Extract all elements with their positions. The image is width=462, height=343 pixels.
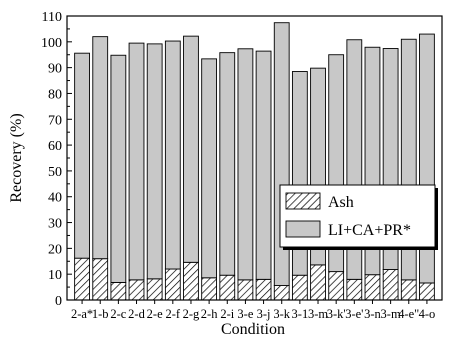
bar-ash-1 bbox=[92, 258, 109, 301]
y-tick-label: 50 bbox=[48, 165, 62, 180]
x-tick-label: 3-n bbox=[364, 307, 381, 321]
x-tick-label: 2-h bbox=[201, 307, 218, 321]
y-tick-label: 100 bbox=[41, 36, 62, 51]
bar-li-ca-pr-8 bbox=[219, 52, 236, 276]
bar-li-ca-pr-3 bbox=[128, 42, 145, 281]
bar-ash-10 bbox=[255, 278, 272, 301]
bar-li-ca-pr-10 bbox=[255, 50, 272, 280]
y-tick-label: 40 bbox=[48, 191, 62, 206]
bar-li-ca-pr-6 bbox=[183, 35, 199, 263]
bar-ash-14 bbox=[328, 271, 345, 301]
x-tick-label: 3-e bbox=[237, 307, 253, 321]
bar-li-ca-pr-4 bbox=[146, 43, 163, 280]
bar-ash-5 bbox=[164, 268, 181, 301]
bar-ash-18 bbox=[400, 279, 417, 301]
y-tick-label: 30 bbox=[48, 217, 62, 232]
x-tick-label: 2-c bbox=[110, 307, 126, 321]
bar-li-ca-pr-7 bbox=[201, 58, 218, 279]
y-tick-label: 90 bbox=[48, 62, 62, 77]
legend-swatch-li-ca-pr bbox=[285, 220, 321, 238]
bar-ash-4 bbox=[146, 278, 163, 301]
y-tick-label: 0 bbox=[55, 294, 62, 309]
x-axis-label: Condition bbox=[221, 321, 285, 338]
bar-ash-7 bbox=[201, 277, 218, 301]
bar-li-ca-pr-0 bbox=[74, 52, 90, 259]
x-tick-label: 3-k bbox=[273, 307, 290, 321]
bar-li-ca-pr-5 bbox=[164, 40, 181, 270]
bar-li-ca-pr-1 bbox=[92, 36, 109, 260]
bar-ash-17 bbox=[382, 269, 399, 301]
y-tick-label: 10 bbox=[48, 268, 62, 283]
x-tick-label: 3-m bbox=[381, 307, 401, 321]
bar-ash-11 bbox=[273, 285, 290, 301]
y-tick-label: 60 bbox=[48, 139, 62, 154]
bar-ash-3 bbox=[128, 279, 145, 301]
bar-ash-15 bbox=[346, 278, 363, 301]
legend: Ash LI+CA+PR* bbox=[279, 184, 438, 250]
x-tick-label: 3-1 bbox=[292, 307, 309, 321]
bars-layer bbox=[74, 22, 435, 301]
x-tick-label: 2-e bbox=[147, 307, 163, 321]
x-tick-label: 4-o bbox=[419, 307, 436, 321]
bar-ash-6 bbox=[183, 261, 199, 301]
bar-ash-16 bbox=[364, 274, 381, 301]
x-tick-label: 2-d bbox=[128, 307, 145, 321]
x-tick-label: 2-f bbox=[166, 307, 181, 321]
legend-label: LI+CA+PR* bbox=[328, 222, 411, 239]
x-tick-label: 1-b bbox=[92, 307, 109, 321]
x-tick-label: 2-a* bbox=[71, 307, 93, 321]
bar-ash-19 bbox=[419, 282, 435, 301]
bar-li-ca-pr-9 bbox=[237, 48, 254, 281]
bar-ash-2 bbox=[110, 281, 127, 301]
bar-ash-0 bbox=[74, 257, 90, 301]
axes-layer: 2-a*1-b 2-c 2-d 2-e 2-f 2-g 2-h 2-i 3-e 3-j 3-k 3-1… bbox=[41, 10, 435, 321]
x-tick-label: 4-e" bbox=[398, 307, 419, 321]
x-tick-label: 3-k' bbox=[327, 307, 346, 321]
y-tick-label: 70 bbox=[48, 113, 62, 128]
x-tick-label: 3-e' bbox=[345, 307, 363, 321]
legend-swatch-ash bbox=[285, 192, 321, 210]
bar-ash-8 bbox=[219, 274, 236, 301]
x-tick-label: 3-j bbox=[257, 307, 271, 321]
x-tick-label: 2-i bbox=[220, 307, 234, 321]
legend-label: Ash bbox=[328, 194, 354, 211]
bar-ash-13 bbox=[310, 264, 326, 301]
x-tick-label: 2-g bbox=[183, 307, 200, 321]
y-tick-label: 80 bbox=[48, 87, 62, 102]
y-axis-label: Recovery (%) bbox=[8, 113, 25, 202]
y-tick-label: 20 bbox=[48, 242, 62, 257]
bar-ash-12 bbox=[291, 274, 308, 301]
x-tick-label: 3-m bbox=[308, 307, 328, 321]
bar-ash-9 bbox=[237, 279, 254, 301]
bar-li-ca-pr-2 bbox=[110, 54, 127, 283]
y-tick-label: 110 bbox=[42, 10, 62, 25]
